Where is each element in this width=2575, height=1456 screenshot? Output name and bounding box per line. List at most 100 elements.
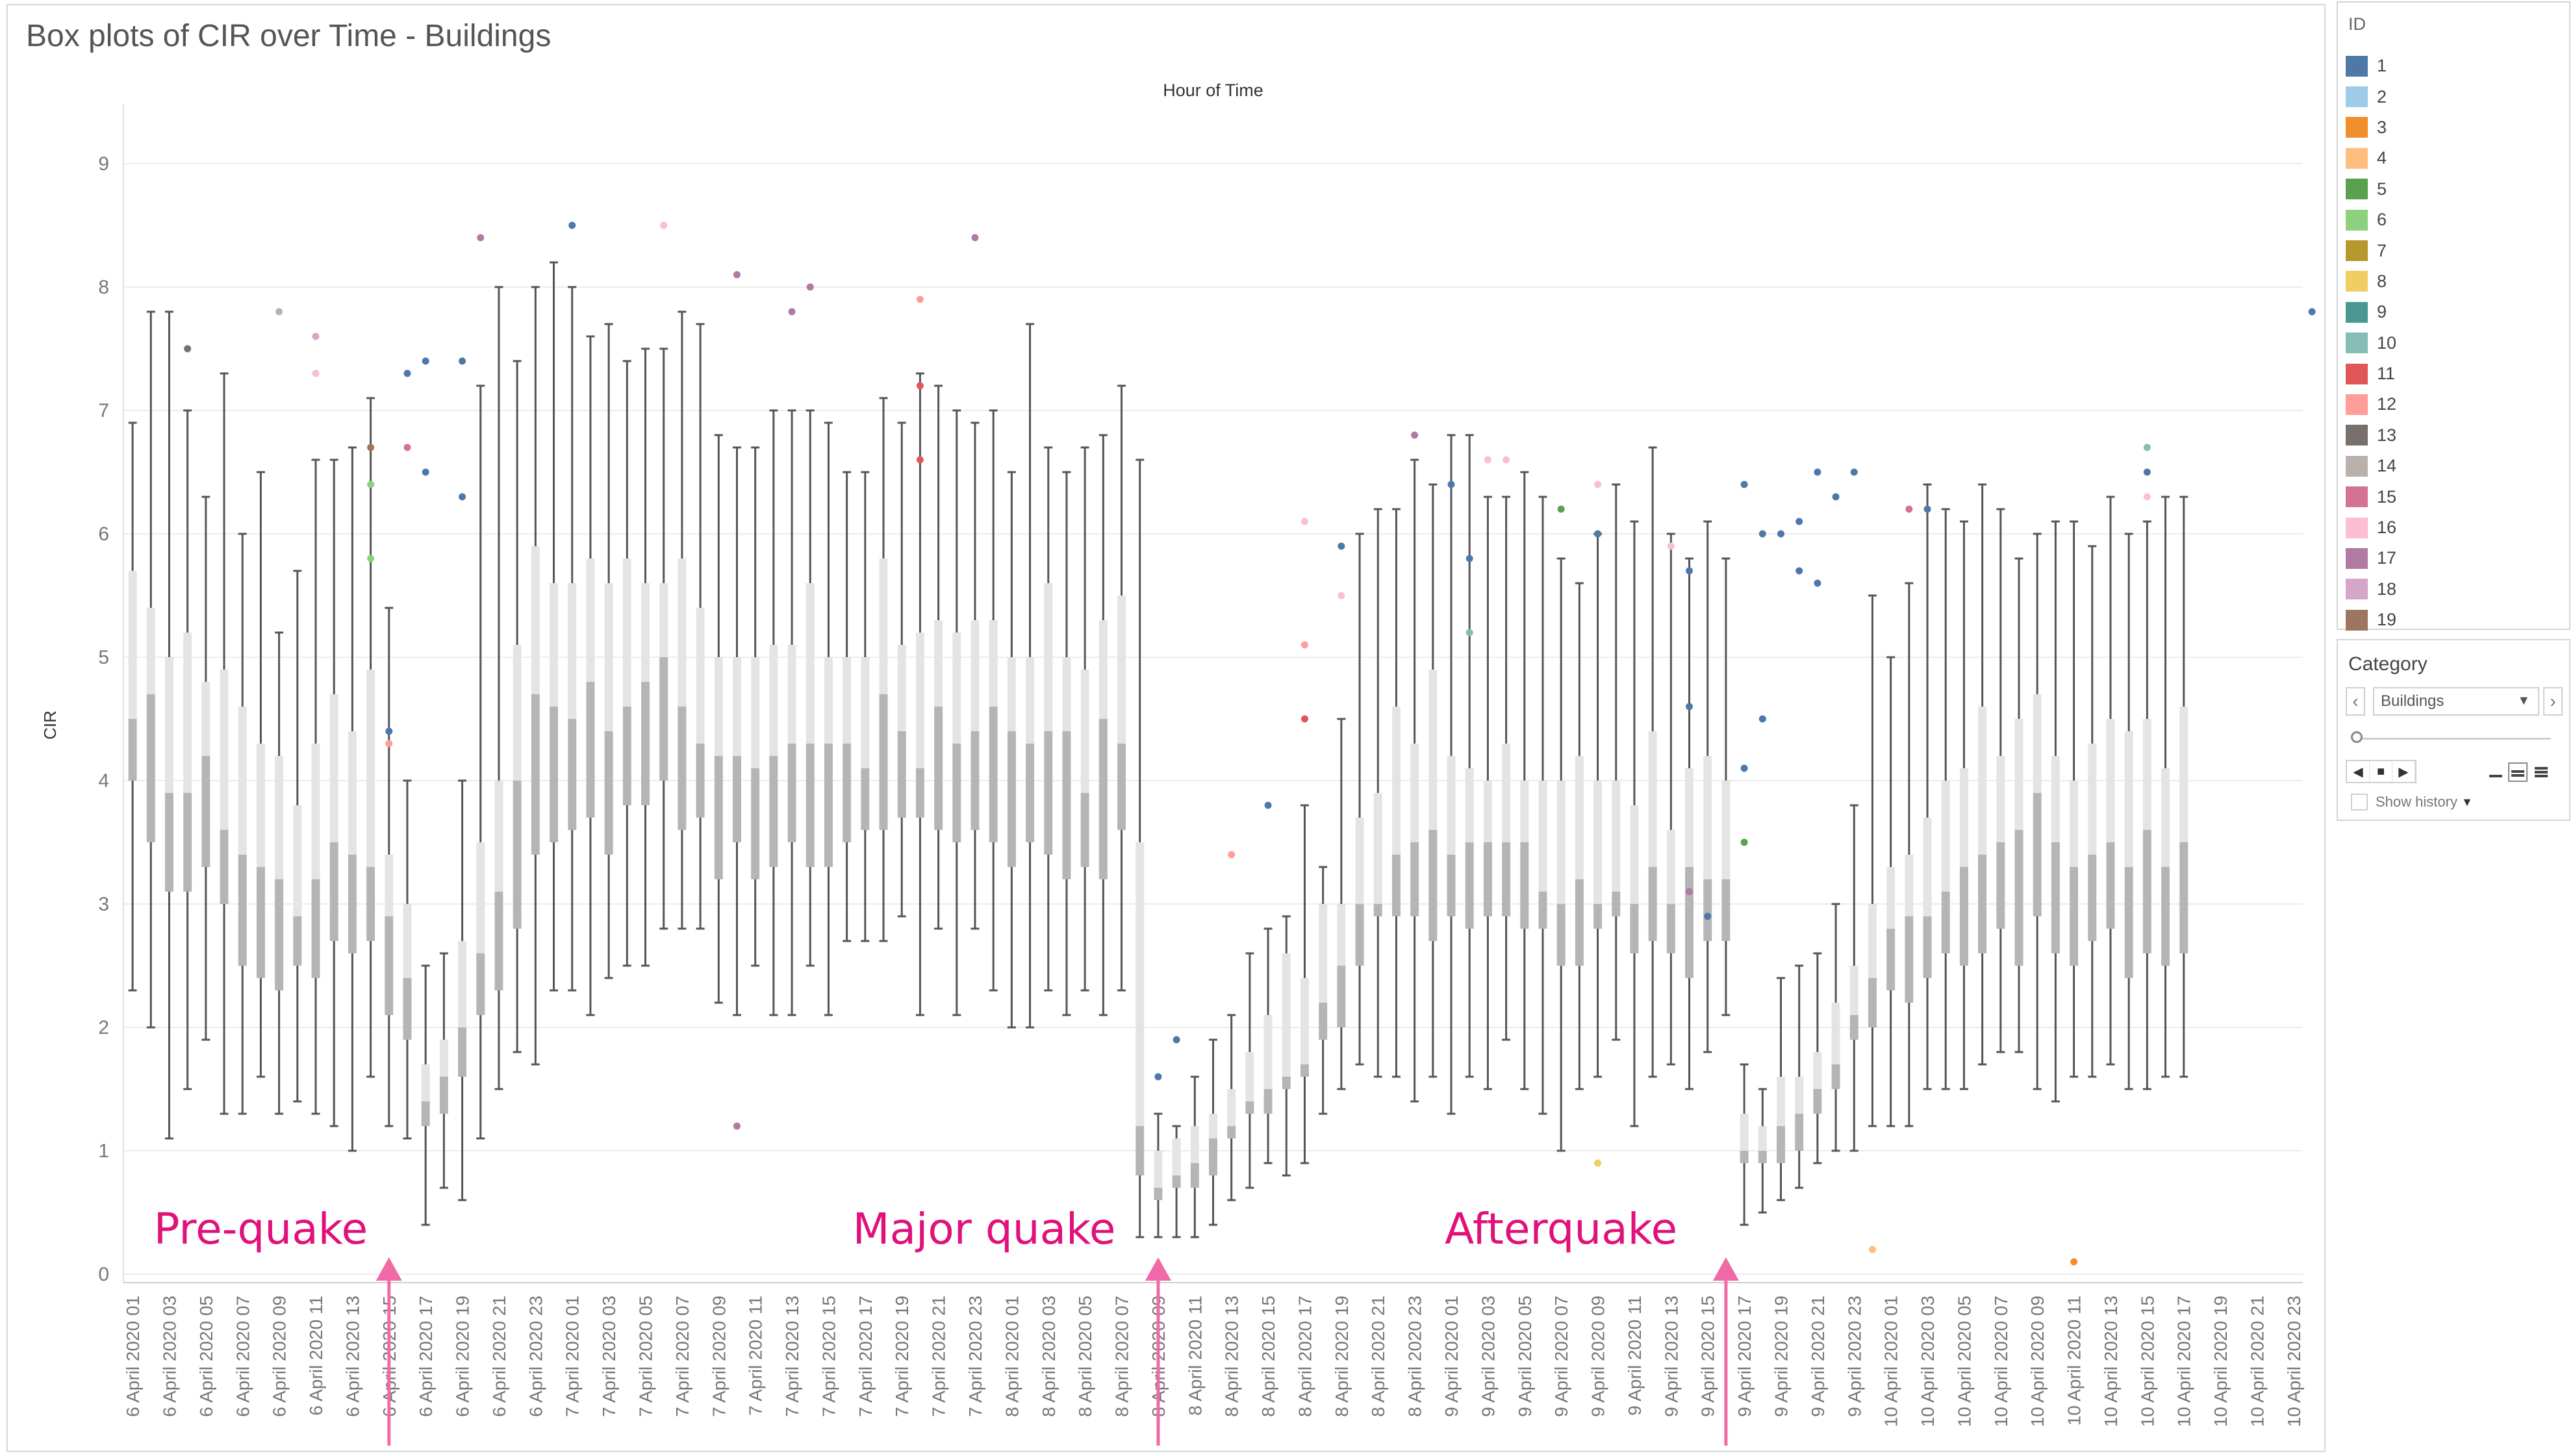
legend-item[interactable]: 7 xyxy=(2346,235,2396,266)
legend-item[interactable]: 17 xyxy=(2346,543,2396,573)
y-axis-label: CIR xyxy=(40,710,60,740)
top-axis-label: Hour of Time xyxy=(1163,81,1263,100)
legend-item[interactable]: 6 xyxy=(2346,205,2396,235)
stop-icon[interactable]: ■ xyxy=(2370,761,2392,782)
box-lower xyxy=(2142,830,2151,953)
box-upper xyxy=(714,657,723,756)
caret-down-icon[interactable]: ▼ xyxy=(2461,795,2473,809)
show-history-toggle[interactable]: Show history ▼ xyxy=(2351,794,2473,810)
box-upper xyxy=(2088,744,2097,855)
box-lower xyxy=(1465,842,1474,929)
box-lower xyxy=(1795,1114,1804,1151)
box-upper xyxy=(2161,768,2170,867)
category-next-button[interactable]: › xyxy=(2543,687,2563,716)
legend-label: 4 xyxy=(2377,148,2387,168)
x-tick-label: 7 April 2020 05 xyxy=(636,1296,656,1417)
outlier-point xyxy=(367,555,375,562)
legend-item[interactable]: 13 xyxy=(2346,420,2396,451)
outlier-point xyxy=(1503,456,1510,464)
box-upper xyxy=(843,657,852,744)
x-tick-label: 7 April 2020 13 xyxy=(782,1296,802,1417)
box-lower xyxy=(2106,842,2115,929)
legend-item[interactable]: 3 xyxy=(2346,112,2396,143)
annotation-label: Afterquake xyxy=(1445,1204,1677,1254)
category-slider-track[interactable] xyxy=(2356,738,2551,740)
x-tick-label: 8 April 2020 13 xyxy=(1222,1296,1242,1417)
box-lower xyxy=(1391,855,1401,916)
x-tick-label: 9 April 2020 15 xyxy=(1698,1296,1718,1417)
box-upper xyxy=(439,1040,448,1077)
outlier-point xyxy=(403,370,411,377)
box-lower xyxy=(403,978,412,1040)
legend-item[interactable]: 16 xyxy=(2346,512,2396,543)
x-tick-label: 9 April 2020 19 xyxy=(1771,1296,1791,1417)
chart-frame xyxy=(6,4,2326,1452)
legend-item[interactable]: 5 xyxy=(2346,174,2396,205)
outlier-point xyxy=(459,357,466,365)
category-dropdown[interactable]: Buildings ▼ xyxy=(2373,687,2539,716)
legend-item[interactable]: 1 xyxy=(2346,51,2396,81)
outlier-point xyxy=(312,333,320,340)
box-lower xyxy=(1612,892,1621,916)
box-lower xyxy=(915,768,924,818)
box-upper xyxy=(824,657,833,744)
box-lower xyxy=(1319,1003,1328,1040)
box-upper xyxy=(550,583,559,707)
legend-label: 13 xyxy=(2377,425,2397,445)
legend-item[interactable]: 19 xyxy=(2346,605,2396,635)
x-tick-label: 10 April 2020 05 xyxy=(1954,1296,1974,1427)
legend-item[interactable]: 12 xyxy=(2346,389,2396,420)
box-upper xyxy=(531,546,540,694)
box-upper xyxy=(1355,818,1364,904)
legend-item[interactable]: 9 xyxy=(2346,297,2396,327)
x-tick-label: 7 April 2020 09 xyxy=(709,1296,729,1417)
box-lower xyxy=(1483,842,1492,916)
y-tick-label: 5 xyxy=(98,647,109,668)
legend-item[interactable]: 10 xyxy=(2346,328,2396,358)
y-tick-label: 1 xyxy=(98,1140,109,1162)
box-upper xyxy=(2124,731,2133,867)
legend-item[interactable]: 8 xyxy=(2346,266,2396,297)
box-upper xyxy=(861,657,870,768)
legend-item[interactable]: 15 xyxy=(2346,481,2396,512)
box-upper xyxy=(403,904,412,978)
box-lower xyxy=(1941,892,1950,953)
legend-item[interactable]: 14 xyxy=(2346,451,2396,481)
speed-medium-icon[interactable] xyxy=(2508,762,2528,782)
legend-swatch xyxy=(2346,547,2368,569)
legend-item[interactable]: 2 xyxy=(2346,81,2396,112)
x-tick-label: 7 April 2020 03 xyxy=(599,1296,619,1417)
box-lower xyxy=(1685,867,1694,978)
y-tick-label: 4 xyxy=(98,770,109,792)
legend-item[interactable]: 11 xyxy=(2346,358,2396,389)
y-tick-label: 8 xyxy=(98,277,109,298)
chart-title: Box plots of CIR over Time - Buildings xyxy=(26,19,552,53)
step-back-icon[interactable]: ◀ xyxy=(2347,761,2370,782)
step-forward-icon[interactable]: ▶ xyxy=(2392,761,2415,782)
box-lower xyxy=(220,830,229,904)
show-history-checkbox[interactable] xyxy=(2351,794,2368,810)
x-tick-label: 8 April 2020 21 xyxy=(1368,1296,1388,1417)
box-lower xyxy=(1263,1089,1273,1114)
legend-item[interactable]: 4 xyxy=(2346,143,2396,173)
x-tick-label: 6 April 2020 17 xyxy=(416,1296,436,1417)
category-prev-button[interactable]: ‹ xyxy=(2346,687,2365,716)
box-upper xyxy=(1209,1114,1217,1138)
category-slider-knob[interactable] xyxy=(2351,731,2363,743)
box-upper xyxy=(952,633,961,744)
outlier-point xyxy=(733,271,741,279)
box-lower xyxy=(1849,1015,1858,1040)
outlier-point xyxy=(1795,567,1803,575)
box-upper xyxy=(1337,904,1346,966)
box-upper xyxy=(641,583,650,682)
box-upper xyxy=(1080,670,1089,793)
box-lower xyxy=(1410,842,1419,916)
legend-label: 1 xyxy=(2377,56,2387,76)
legend-item[interactable]: 18 xyxy=(2346,574,2396,605)
box-lower xyxy=(1154,1188,1163,1200)
legend-label: 19 xyxy=(2377,610,2397,630)
speed-fast-icon[interactable] xyxy=(2531,762,2551,782)
speed-slow-icon[interactable] xyxy=(2486,762,2505,782)
box-upper xyxy=(568,583,577,719)
box-lower xyxy=(934,707,943,830)
